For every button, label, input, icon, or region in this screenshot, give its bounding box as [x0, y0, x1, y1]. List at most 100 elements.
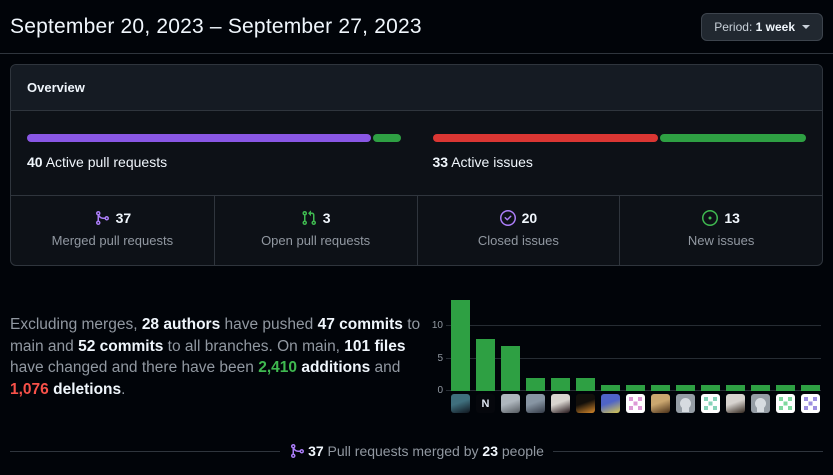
active-issues-label: Active issues — [451, 154, 533, 170]
contributor-avatar[interactable] — [651, 394, 670, 413]
chart-plot-area: 0 5 10 — [432, 293, 823, 396]
stat-label: Merged pull requests — [51, 233, 174, 248]
page-header: September 20, 2023 – September 27, 2023 … — [0, 0, 833, 42]
summary-segment: 101 files — [344, 337, 406, 355]
commit-bar — [501, 345, 520, 391]
contributor-avatar[interactable] — [776, 394, 795, 413]
footer-divider-right — [552, 450, 823, 452]
active-issues-count: 33 — [432, 154, 449, 170]
progress-segment-open — [372, 134, 401, 142]
contributor-avatar[interactable] — [801, 394, 820, 413]
stat-count: 13 — [724, 210, 740, 226]
overview-stats-row: 37 Merged pull requests 3 Open pull requ… — [11, 195, 822, 265]
issue-opened-icon — [702, 210, 719, 226]
progress-segment-merged — [27, 134, 371, 142]
commit-bar — [551, 378, 570, 391]
bottom-section: Excluding merges, 28 authors have pushed… — [0, 293, 833, 413]
summary-segment: have pushed — [220, 316, 318, 333]
progress-segment-closed — [432, 134, 658, 142]
period-label: Period: — [714, 20, 753, 34]
commit-bar — [701, 384, 720, 391]
period-selector-button[interactable]: Period: 1 week — [701, 13, 823, 41]
merged-summary-footer: 37 Pull requests merged by 23 people — [0, 443, 833, 459]
commit-bar — [526, 378, 545, 391]
overview-card: Overview 40 Active pull requests 33 Acti… — [10, 64, 823, 266]
y-axis-tick-label: 5 — [437, 352, 443, 364]
activity-summary-paragraph: Excluding merges, 28 authors have pushed… — [10, 293, 424, 413]
period-value: 1 week — [755, 20, 795, 34]
overview-card-header: Overview — [11, 65, 822, 111]
chart-gridline — [446, 325, 821, 326]
octocat-silhouette-icon — [755, 398, 766, 412]
summary-segment: additions — [297, 359, 371, 376]
stat-closed-issues: 20 Closed issues — [416, 196, 620, 265]
stat-merged-pull-requests: 37 Merged pull requests — [11, 196, 214, 265]
commit-bar — [626, 384, 645, 391]
commit-bar — [576, 378, 595, 391]
active-issues-cell: 33 Active issues — [417, 111, 823, 195]
contributor-avatar[interactable] — [726, 394, 745, 413]
summary-segment: and — [370, 359, 401, 376]
commit-bar — [726, 384, 745, 391]
commit-bar — [751, 384, 770, 391]
active-pull-requests-caption: 40 Active pull requests — [27, 154, 401, 170]
summary-segment: to all branches. On main, — [163, 337, 345, 355]
active-pull-requests-count: 40 — [27, 154, 43, 170]
merged-end-text: people — [497, 443, 544, 459]
identicon-pattern — [804, 397, 808, 401]
merged-middle-text: Pull requests merged by — [323, 443, 483, 459]
progress-segment-new — [659, 134, 806, 142]
commits-per-author-chart: 0 5 10 N — [424, 293, 823, 413]
contributor-avatar[interactable]: N — [476, 394, 495, 413]
header-divider — [0, 53, 833, 54]
active-pull-requests-label: Active pull requests — [45, 154, 168, 170]
y-axis-tick-label: 10 — [431, 320, 443, 331]
chart-gridline — [446, 357, 821, 359]
people-count: 23 — [482, 443, 498, 459]
contributor-avatar[interactable] — [551, 394, 570, 413]
summary-segment: to main and — [10, 316, 421, 355]
summary-segment: have changed and there have been — [10, 359, 259, 376]
contributor-avatar[interactable] — [676, 394, 695, 413]
identicon-pattern — [779, 397, 783, 401]
contributor-avatar[interactable] — [576, 394, 595, 413]
commit-bars — [451, 293, 820, 391]
footer-divider-left — [10, 450, 281, 452]
commit-bar — [801, 384, 820, 391]
merged-count: 37 — [308, 443, 324, 459]
page-title: September 20, 2023 – September 27, 2023 — [10, 15, 422, 38]
contributor-avatar[interactable] — [601, 394, 620, 413]
git-merge-icon — [95, 211, 109, 225]
summary-segment: deletions — [48, 380, 122, 398]
contributor-avatar[interactable] — [451, 394, 470, 413]
contributor-avatar[interactable] — [526, 394, 545, 413]
commit-bar — [601, 384, 620, 391]
issue-closed-icon — [499, 210, 516, 226]
git-pull-request-icon — [302, 210, 316, 226]
contributor-avatar[interactable] — [751, 394, 770, 413]
stat-count: 37 — [115, 210, 132, 226]
commit-bar — [676, 384, 695, 391]
contributor-avatars-row: N — [451, 394, 823, 413]
dropdown-caret-icon — [802, 25, 810, 29]
commit-bar — [651, 384, 670, 391]
contributor-avatar[interactable] — [501, 394, 520, 413]
contributor-avatar[interactable] — [626, 394, 645, 413]
contributor-avatar[interactable] — [701, 394, 720, 413]
pull-requests-progress-bar — [27, 134, 401, 142]
summary-segment: 1,076 — [10, 380, 49, 398]
logo-letter: N — [481, 397, 490, 410]
identicon-pattern — [704, 397, 708, 401]
commit-bar — [476, 339, 495, 391]
active-pull-requests-cell: 40 Active pull requests — [11, 111, 417, 195]
stat-label: Closed issues — [477, 233, 559, 248]
issues-progress-bar — [432, 134, 806, 142]
stat-label: Open pull requests — [261, 233, 371, 248]
summary-segment: 28 authors — [141, 316, 221, 333]
commit-bar — [776, 384, 795, 391]
summary-segment: Excluding merges, — [10, 316, 142, 333]
stat-open-pull-requests: 3 Open pull requests — [213, 196, 417, 265]
stat-label: New issues — [687, 233, 755, 248]
git-merge-icon — [291, 444, 305, 458]
summary-segment: . — [121, 380, 126, 398]
